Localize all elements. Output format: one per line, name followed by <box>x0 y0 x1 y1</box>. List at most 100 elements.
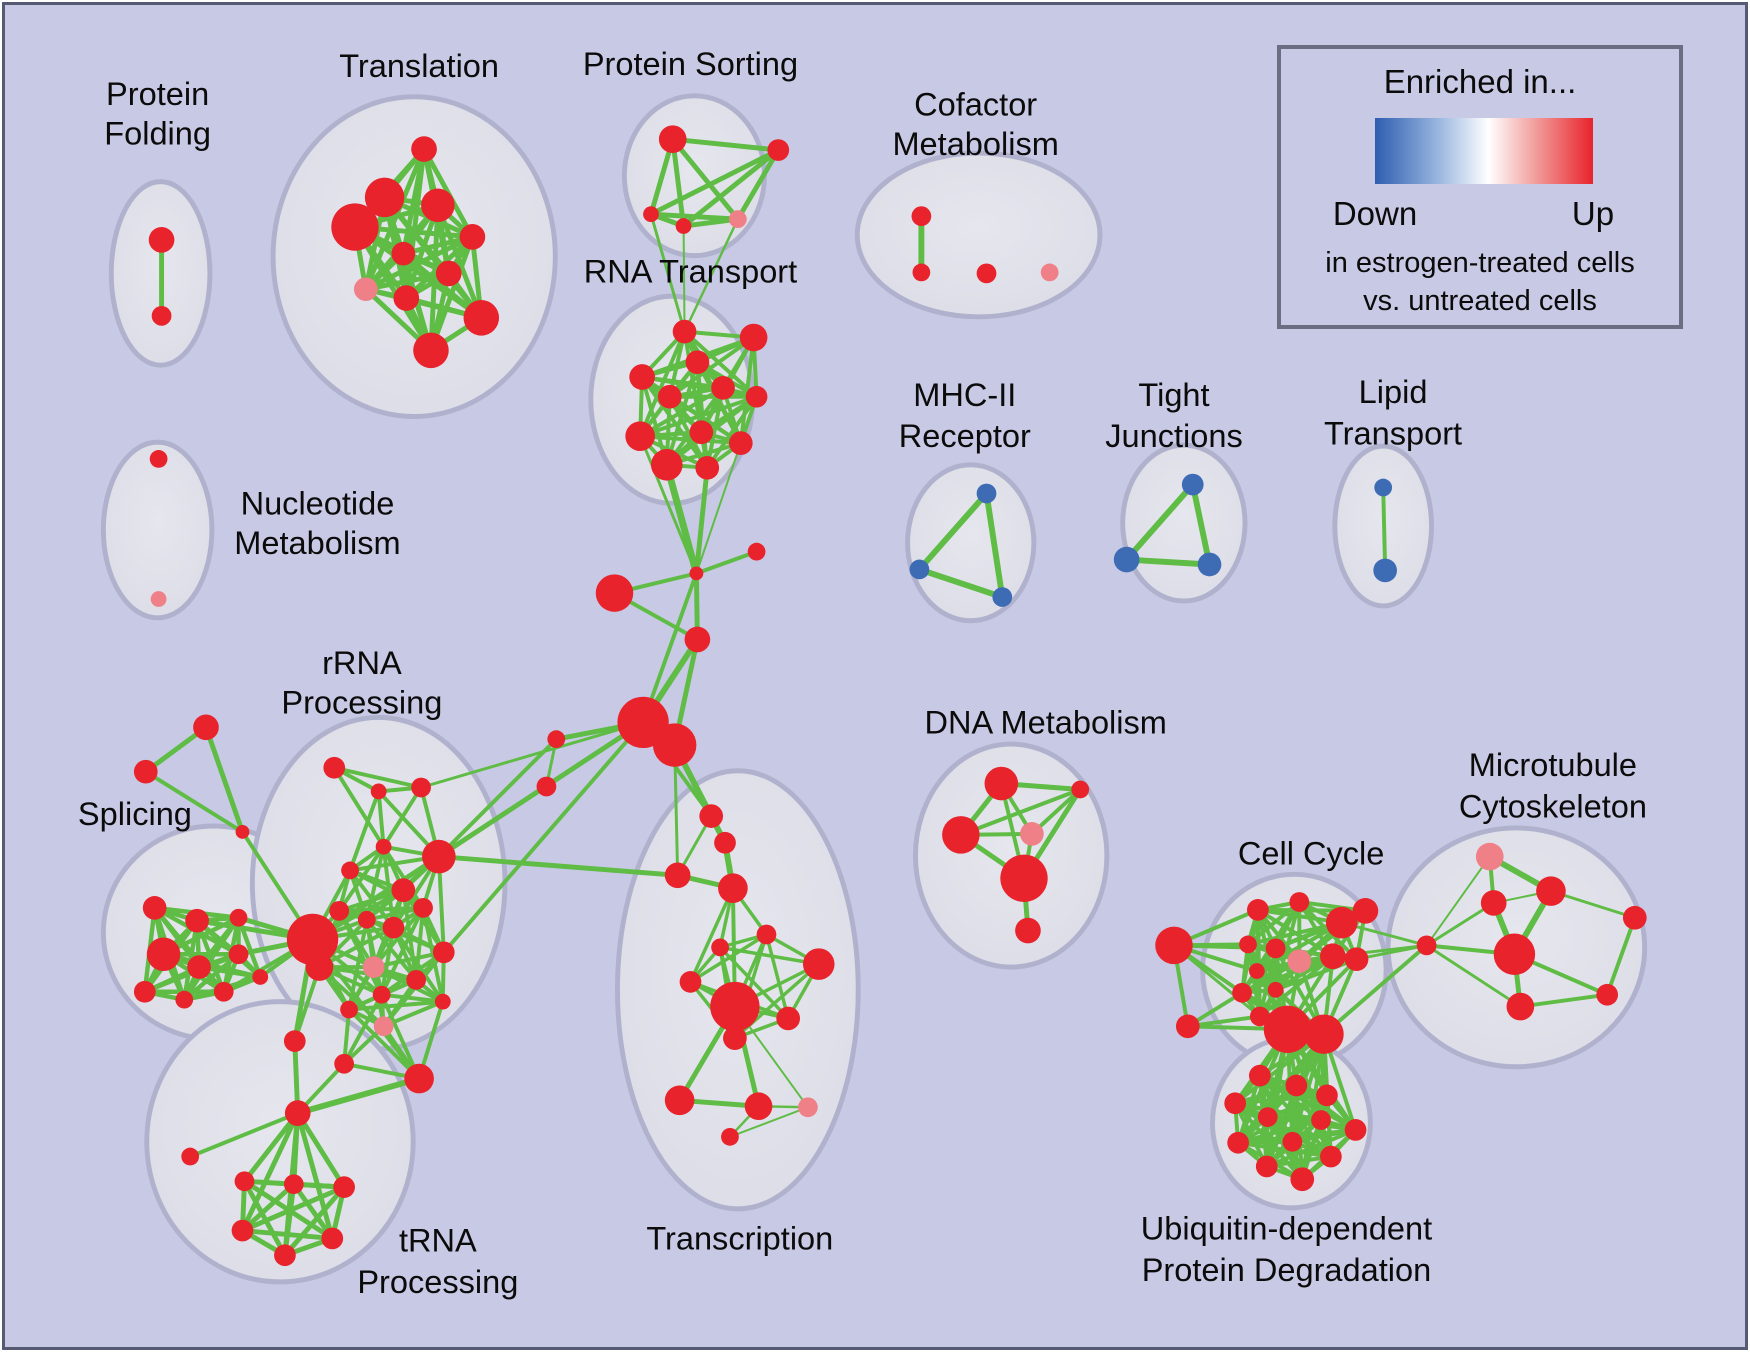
edge <box>673 743 680 877</box>
node-cc6 <box>1352 898 1379 924</box>
edge <box>241 1178 288 1258</box>
edge <box>371 950 446 970</box>
node-cc15 <box>1344 947 1369 972</box>
node-cn2 <box>1416 935 1437 956</box>
node-cf1 <box>911 206 932 227</box>
node-tl2 <box>364 177 405 218</box>
edge <box>648 211 741 222</box>
edge <box>638 385 726 439</box>
cluster-label-tight-junctions: Tight <box>1138 377 1209 413</box>
edge <box>294 1075 423 1117</box>
edge <box>295 1110 347 1190</box>
cluster-label-microtubule-cytoskeleton: Cytoskeleton <box>1459 788 1647 824</box>
edge <box>1273 957 1359 992</box>
node-tx4 <box>718 873 748 903</box>
node-rt3 <box>685 350 710 375</box>
node-ub7 <box>1344 1119 1367 1141</box>
edge <box>240 1181 297 1234</box>
node-ps1 <box>658 125 687 154</box>
node-cn1 <box>283 1030 306 1052</box>
node-dbl2 <box>1304 1014 1344 1054</box>
node-d6 <box>1015 917 1041 944</box>
node-rt8 <box>625 421 655 452</box>
node-rr10 <box>413 898 433 918</box>
edge <box>694 549 759 576</box>
cluster-label-trna-processing: Processing <box>357 1264 518 1300</box>
node-rr3 <box>411 777 431 798</box>
node-tx12 <box>664 1085 695 1116</box>
node-ps3 <box>643 206 659 223</box>
edge <box>983 490 1006 601</box>
cluster-label-cofactor-metabolism: Metabolism <box>892 126 1058 162</box>
node-mt1 <box>1475 842 1504 871</box>
edge <box>376 789 386 849</box>
cluster-label-cell-cycle: Cell Cycle <box>1238 836 1385 872</box>
edge <box>693 465 710 576</box>
node-cf4 <box>1040 263 1059 282</box>
edge <box>379 925 396 997</box>
node-dbl1 <box>1263 1005 1312 1053</box>
node-rr16 <box>340 1000 358 1019</box>
node-tl1 <box>411 136 437 162</box>
node-sp5 <box>187 955 211 979</box>
node-cc9 <box>1287 949 1312 974</box>
edge <box>414 905 426 982</box>
edge <box>295 1110 335 1241</box>
node-sp9 <box>213 981 234 1002</box>
edge <box>718 945 790 1021</box>
node-tx9 <box>710 981 760 1032</box>
node-cc3 <box>1247 899 1269 921</box>
network-nodes <box>133 125 1647 1267</box>
node-sp1 <box>142 896 167 920</box>
edge <box>1189 481 1213 568</box>
cluster-label-nucleotide-metabolism: Nucleotide <box>241 485 395 521</box>
node-d2 <box>1071 780 1090 799</box>
node-ch4 <box>684 626 711 653</box>
node-sp10 <box>252 969 269 985</box>
edge <box>379 992 445 1004</box>
edge <box>1425 855 1491 947</box>
node-rr2 <box>370 783 387 800</box>
cluster-label-lipid-transport: Lipid <box>1359 374 1428 410</box>
cluster-label-transcription: Transcription <box>646 1220 833 1256</box>
node-rrhub <box>286 913 339 966</box>
edge <box>1381 485 1388 573</box>
edge <box>1425 901 1496 947</box>
node-nm2 <box>150 591 167 607</box>
node-rrR <box>422 839 456 874</box>
cluster-ellipse-trna-processing <box>144 999 416 1285</box>
edge <box>1605 915 1637 997</box>
edge <box>916 490 990 573</box>
edge <box>347 1007 422 1081</box>
node-tl3 <box>421 188 455 223</box>
cluster-ellipse-tight-junctions <box>1120 442 1248 604</box>
node-ub12 <box>1290 1167 1315 1192</box>
edge <box>683 217 740 333</box>
edge <box>381 999 445 1029</box>
cluster-label-mhc-ii-receptor: MHC-II <box>913 377 1016 413</box>
node-cc5 <box>1325 906 1358 939</box>
node-tx5 <box>756 924 777 945</box>
cluster-label-cofactor-metabolism: Cofactor <box>914 87 1037 123</box>
node-rt6 <box>711 376 735 400</box>
cluster-label-splicing: Splicing <box>78 796 192 832</box>
node-tl6 <box>391 241 416 266</box>
node-tn4 <box>231 1219 254 1242</box>
node-ub6 <box>1311 1110 1331 1130</box>
cluster-label-nucleotide-metabolism: Metabolism <box>234 525 400 561</box>
edge <box>291 1181 335 1241</box>
node-ub10 <box>1320 1145 1342 1168</box>
node-pf2 <box>151 305 172 326</box>
node-tl11 <box>413 332 449 369</box>
edge <box>381 785 424 849</box>
node-ps4 <box>675 218 692 234</box>
edge <box>337 844 386 913</box>
edge <box>203 724 245 835</box>
node-ub2 <box>1285 1074 1308 1097</box>
node-tx11 <box>723 1026 747 1050</box>
node-rr1 <box>323 756 346 779</box>
node-rr15 <box>434 993 451 1010</box>
edge <box>958 787 1083 837</box>
edge <box>317 925 396 970</box>
